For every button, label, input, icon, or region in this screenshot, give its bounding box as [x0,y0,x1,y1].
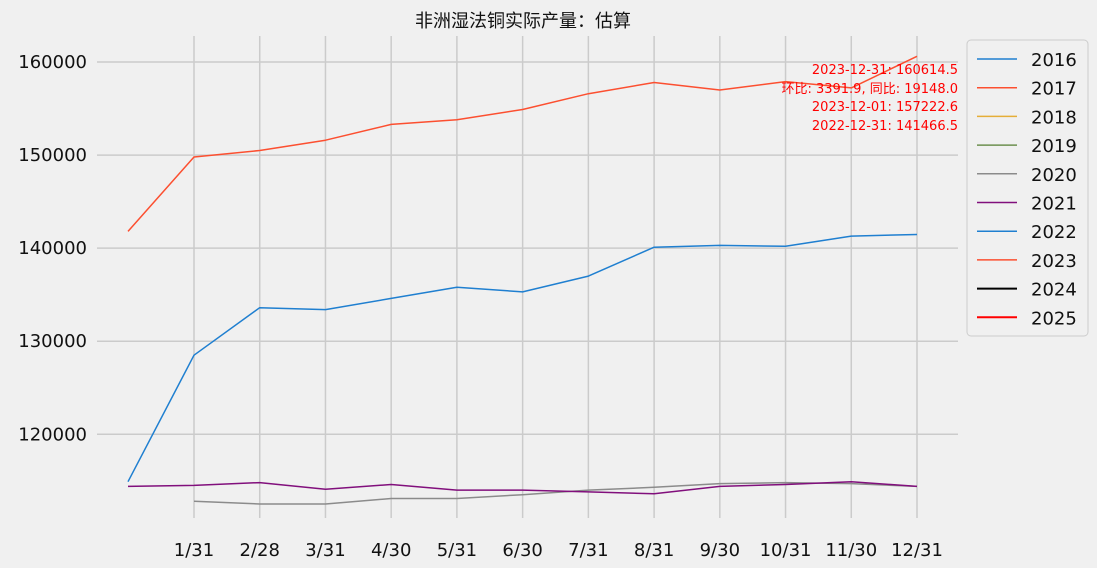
y-tick-label: 130000 [18,331,87,352]
y-tick-label: 160000 [18,52,87,73]
annotation-label: 2022-12-31: 141466.5 [812,119,958,134]
plot-area [97,36,958,518]
legend-box [966,39,1089,337]
x-tick-label: 1/31 [174,540,214,561]
legend-label: 2025 [1031,308,1077,329]
annotation-label: 2023-12-01: 157222.6 [812,100,958,115]
legend-label: 2021 [1031,194,1077,215]
series-line-2022 [127,233,918,483]
legend-label: 2017 [1031,79,1077,100]
series-line-2023 [127,55,918,232]
y-axis-ticks: 120000 130000 140000 150000 160000 [18,52,87,445]
x-tick-label: 10/31 [760,540,812,561]
x-tick-label: 2/28 [240,540,280,561]
legend-label: 2024 [1031,280,1077,301]
legend-label: 2019 [1031,136,1077,157]
legend-label: 2020 [1031,165,1077,186]
legend-label: 2016 [1031,50,1077,71]
x-tick-label: 12/31 [891,540,943,561]
annotation-label: 2023-12-31: 160614.5 [812,63,958,78]
y-tick-label: 140000 [18,238,87,259]
series-line-2020 [193,481,918,505]
legend-label: 2023 [1031,251,1077,272]
x-tick-label: 7/31 [568,540,608,561]
series-line-2021 [127,480,918,495]
x-tick-label: 9/30 [700,540,740,561]
x-tick-label: 3/31 [305,540,345,561]
x-tick-label: 6/30 [502,540,542,561]
x-tick-label: 5/31 [437,540,477,561]
x-axis-ticks: 1/31 2/28 3/31 4/30 5/31 6/30 7/31 8/31 9/30 10/3… [174,540,943,561]
legend: 2016 2017 2018 2019 2020 2021 2022 2023 2024 2025 [966,39,1089,337]
annotations: 2023-12-31: 160614.5 环比: 3391.9, 同比: 1914… [781,63,958,134]
x-tick-label: 8/31 [634,540,674,561]
legend-label: 2022 [1031,222,1077,243]
chart-title: 非洲湿法铜实际产量：估算 [415,11,631,32]
x-tick-label: 4/30 [371,540,411,561]
series-lines [127,55,918,505]
grid [97,36,958,518]
y-tick-label: 120000 [18,424,87,445]
annotation-label: 环比: 3391.9, 同比: 19148.0 [781,82,958,97]
y-tick-label: 150000 [18,145,87,166]
legend-label: 2018 [1031,107,1077,128]
x-tick-label: 11/30 [825,540,877,561]
